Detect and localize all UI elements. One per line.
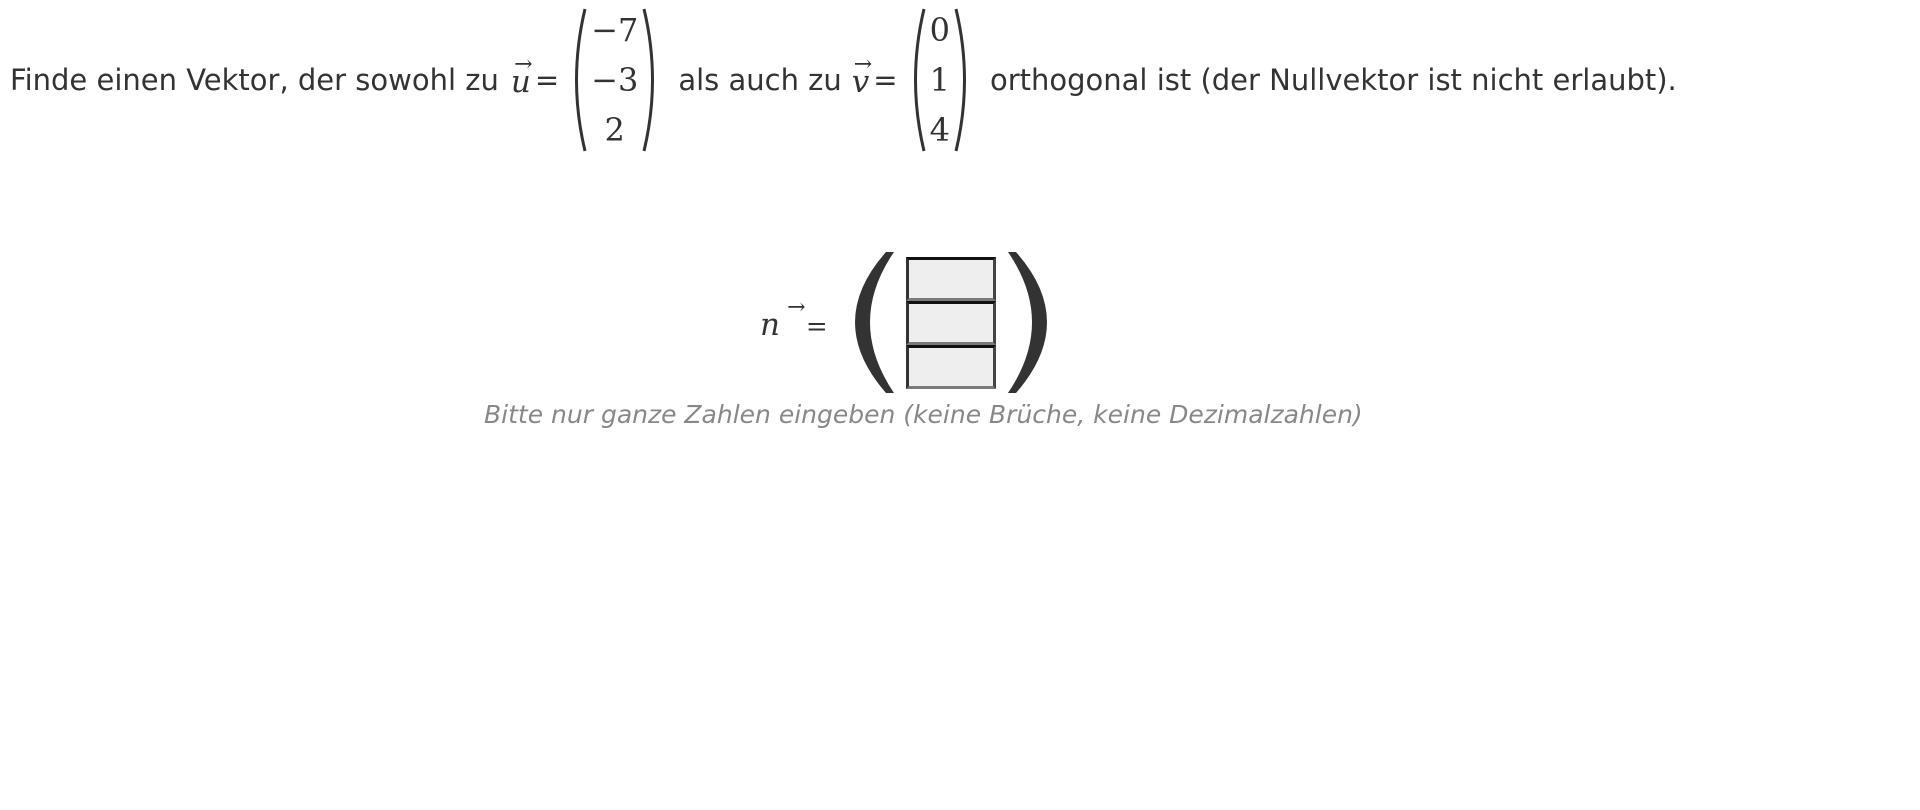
vector-u-symbol: → u: [510, 54, 533, 101]
right-parenthesis-icon: [642, 8, 655, 152]
vector-arrow-icon: →: [787, 294, 806, 320]
vector-n-symbol: → n =: [760, 296, 828, 343]
vector-v-matrix: 0 1 4: [904, 5, 976, 155]
left-parenthesis-icon: [575, 8, 587, 152]
vector-u-matrix: −7 −3 2: [565, 5, 664, 155]
answer-input-3[interactable]: [905, 344, 996, 389]
answer-input-2[interactable]: [905, 300, 996, 345]
vector-v-letter: v: [851, 64, 870, 100]
answer-vector: → n =: [760, 250, 1052, 395]
vector-n-letter: n: [760, 306, 780, 343]
vector-arrow-icon: →: [853, 52, 873, 77]
vector-v-entries: 0 1 4: [928, 5, 952, 155]
right-parenthesis-icon: [954, 8, 966, 152]
vector-v-entry-2: 1: [929, 61, 950, 99]
vector-u-entry-2: −3: [591, 61, 639, 99]
question-outro-text: orthogonal ist (der Nullvektor ist nicht…: [989, 63, 1677, 97]
question-intro-text: Finde einen Vektor, der sowohl zu: [10, 63, 499, 97]
right-parenthesis-icon: [1007, 252, 1047, 393]
vector-v-entry-1: 0: [929, 11, 950, 49]
input-hint: Bitte nur ganze Zahlen eingeben (keine B…: [484, 400, 1363, 429]
vector-v-equals: =: [873, 63, 898, 97]
answer-input-stack: [905, 256, 996, 389]
left-parenthesis-icon: [913, 8, 926, 152]
vector-v-symbol: → v: [851, 54, 872, 101]
question-middle-text: als auch zu: [678, 63, 842, 97]
vector-n-equals: =: [805, 311, 828, 342]
answer-input-1[interactable]: [905, 256, 996, 301]
vector-u-equals: =: [534, 63, 560, 97]
left-parenthesis-icon: [854, 252, 894, 393]
vector-u-entry-1: −7: [591, 11, 639, 49]
vector-v-entry-3: 4: [929, 111, 950, 149]
vector-u-entries: −7 −3 2: [589, 5, 640, 155]
vector-u-entry-3: 2: [604, 111, 625, 149]
vector-arrow-icon: →: [514, 52, 533, 77]
question-statement: Finde einen Vektor, der sowohl zu → u = …: [10, 0, 1677, 160]
vector-u-letter: u: [510, 64, 531, 100]
